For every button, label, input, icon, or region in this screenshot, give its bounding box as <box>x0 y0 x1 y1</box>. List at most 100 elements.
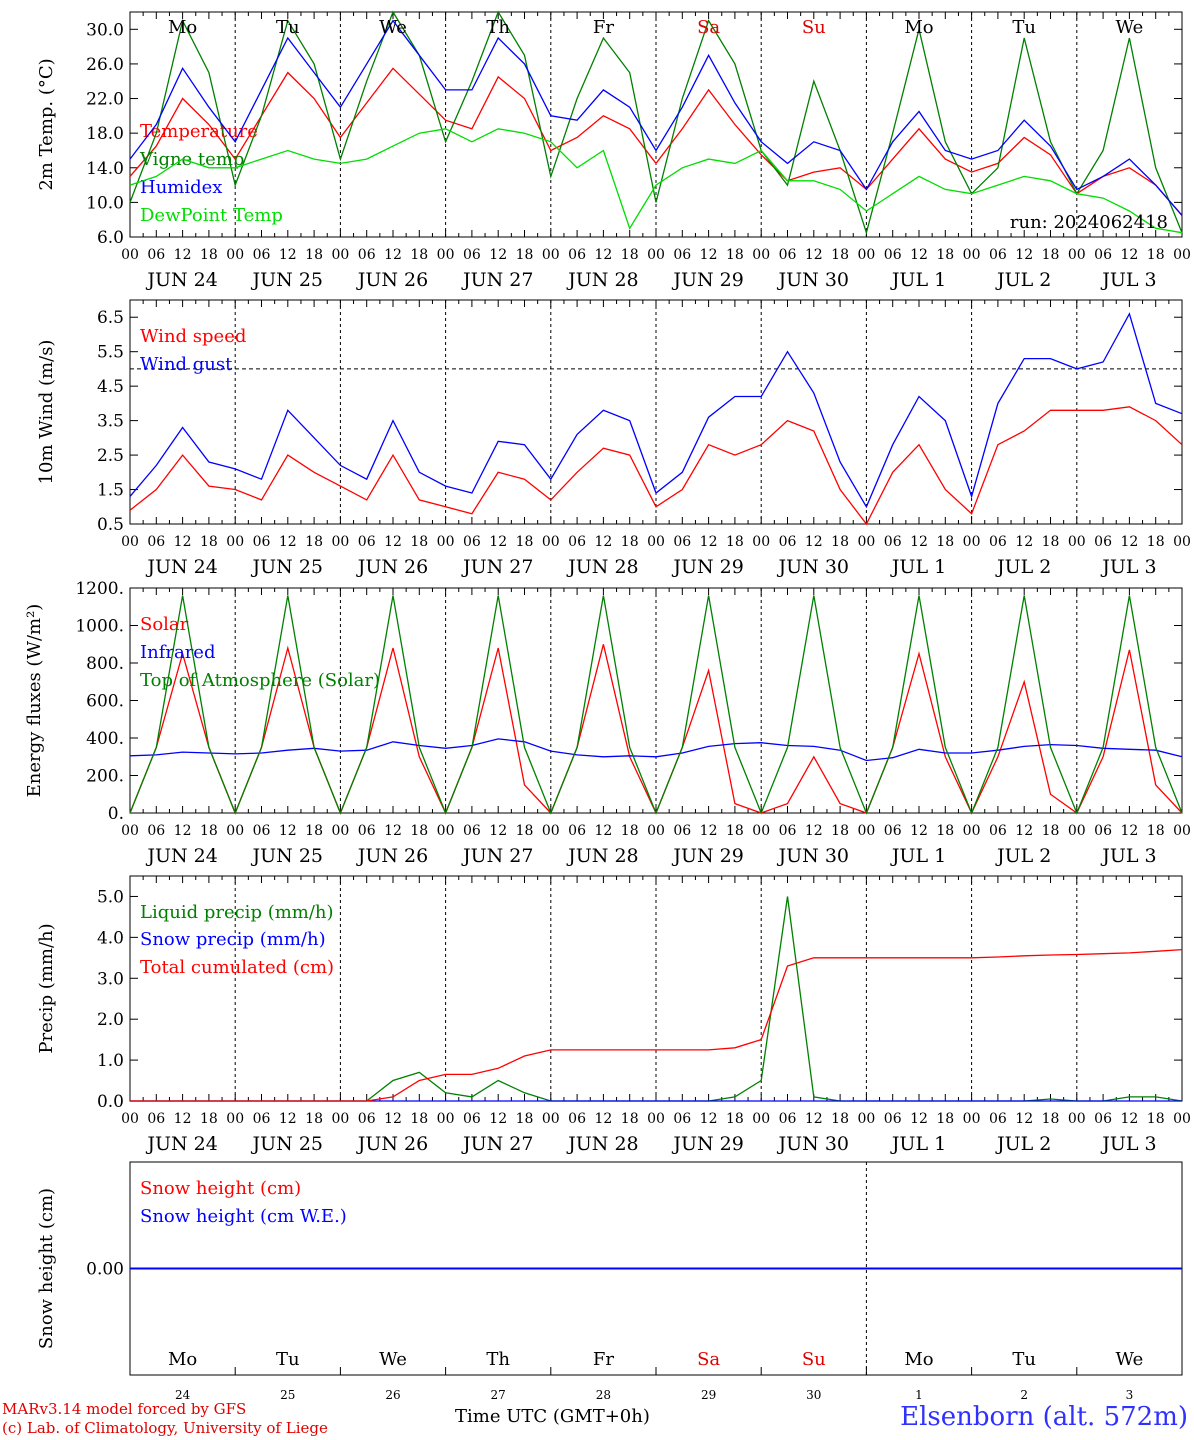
date-label: JUL 3 <box>1100 1133 1156 1155</box>
hour-label: 12 <box>1015 1111 1033 1127</box>
hour-label: 06 <box>779 247 797 263</box>
day-name-label: Tu <box>1012 1349 1036 1370</box>
hour-label: 00 <box>542 823 560 839</box>
hour-label: 18 <box>726 247 744 263</box>
date-label: JUN 27 <box>461 845 533 867</box>
date-label: JUL 3 <box>1100 845 1156 867</box>
hour-label: 00 <box>226 1111 244 1127</box>
hour-label: 18 <box>516 823 534 839</box>
y-tick-label: 6.0 <box>97 228 124 248</box>
hour-label: 06 <box>884 823 902 839</box>
model-credit: MARv3.14 model forced by GFS <box>2 1400 247 1418</box>
y-tick-label: 14.0 <box>86 159 124 179</box>
legend-entry: Snow height (cm) <box>140 1178 301 1199</box>
hour-label: 06 <box>147 1111 165 1127</box>
hour-label: 06 <box>884 247 902 263</box>
hour-label: 00 <box>647 1111 665 1127</box>
short-date-label: 25 <box>280 1388 295 1402</box>
y-tick-label: 400. <box>86 729 124 749</box>
date-label: JUL 1 <box>890 556 946 578</box>
hour-label: 06 <box>463 1111 481 1127</box>
hour-label: 06 <box>989 247 1007 263</box>
hour-label: 18 <box>200 823 218 839</box>
hour-label: 12 <box>279 823 297 839</box>
hour-label: 00 <box>752 823 770 839</box>
legend-entry: Wind speed <box>140 326 246 347</box>
y-tick-label: 5.0 <box>97 887 124 907</box>
day-name-label: Su <box>802 17 826 38</box>
date-label: JUL 2 <box>995 845 1051 867</box>
y-tick-label: 0. <box>108 804 124 824</box>
hour-label: 12 <box>700 534 718 550</box>
hour-label: 12 <box>700 247 718 263</box>
hour-label: 00 <box>121 823 139 839</box>
y-axis-label: Energy fluxes (W/m²) <box>24 604 45 798</box>
legend-entry: Liquid precip (mm/h) <box>140 902 334 923</box>
hour-label: 18 <box>410 247 428 263</box>
day-name-label: Th <box>486 17 510 38</box>
hour-label: 18 <box>831 534 849 550</box>
hour-label: 00 <box>121 1111 139 1127</box>
hour-label: 06 <box>253 1111 271 1127</box>
legend-entry: Solar <box>140 614 189 635</box>
y-tick-label: 6.5 <box>97 308 124 328</box>
hour-label: 00 <box>1068 1111 1086 1127</box>
y-tick-label: 26.0 <box>86 55 124 75</box>
day-name-label: We <box>1116 17 1144 38</box>
short-date-label: 2 <box>1020 1388 1028 1402</box>
hour-label: 06 <box>568 1111 586 1127</box>
legend-entry: Vigne temp <box>139 149 244 170</box>
hour-label: 00 <box>1173 1111 1191 1127</box>
hour-label: 06 <box>1094 1111 1112 1127</box>
hour-label: 00 <box>331 534 349 550</box>
hour-label: 06 <box>884 1111 902 1127</box>
legend-entry: Humidex <box>140 177 222 198</box>
hour-label: 18 <box>200 534 218 550</box>
date-label: JUN 26 <box>356 556 428 578</box>
hour-label: 12 <box>174 823 192 839</box>
hour-label: 00 <box>857 534 875 550</box>
y-tick-label: 22.0 <box>86 90 124 110</box>
footer-credits: MARv3.14 model forced by GFS (c) Lab. of… <box>2 1400 328 1438</box>
date-label: JUN 27 <box>461 556 533 578</box>
panel-frame <box>129 11 1183 238</box>
hour-label: 18 <box>200 1111 218 1127</box>
hour-label: 00 <box>437 247 455 263</box>
hour-label: 00 <box>1068 823 1086 839</box>
legend-entry: DewPoint Temp <box>140 205 283 226</box>
hour-label: 18 <box>1042 247 1060 263</box>
legend-entry: Snow precip (mm/h) <box>140 929 326 950</box>
hour-label: 00 <box>437 823 455 839</box>
short-date-label: 27 <box>491 1388 506 1402</box>
short-date-label: 26 <box>385 1388 400 1402</box>
date-label: JUL 1 <box>890 1133 946 1155</box>
hour-label: 12 <box>174 534 192 550</box>
hour-label: 18 <box>936 1111 954 1127</box>
hour-label: 00 <box>437 534 455 550</box>
day-name-label: Mo <box>168 1349 197 1370</box>
day-name-label: Sa <box>697 17 720 38</box>
date-label: JUL 1 <box>890 269 946 291</box>
hour-label: 00 <box>437 1111 455 1127</box>
hour-label: 12 <box>489 247 507 263</box>
hour-label: 12 <box>489 823 507 839</box>
hour-label: 18 <box>621 247 639 263</box>
y-tick-label: 2.5 <box>97 446 124 466</box>
y-axis-label: 10m Wind (m/s) <box>36 340 57 485</box>
hour-label: 12 <box>910 1111 928 1127</box>
date-label: JUN 28 <box>566 556 638 578</box>
hour-label: 06 <box>147 247 165 263</box>
series-line <box>129 738 1183 762</box>
hour-label: 18 <box>516 1111 534 1127</box>
hour-label: 12 <box>384 1111 402 1127</box>
day-name-label: Sa <box>697 1349 720 1370</box>
hour-label: 18 <box>726 823 744 839</box>
date-label: JUN 29 <box>671 1133 743 1155</box>
hour-label: 12 <box>1120 823 1138 839</box>
hour-label: 00 <box>963 534 981 550</box>
hour-label: 00 <box>121 534 139 550</box>
day-name-label: Tu <box>276 17 300 38</box>
series-line <box>130 948 1183 1102</box>
hour-label: 06 <box>673 247 691 263</box>
